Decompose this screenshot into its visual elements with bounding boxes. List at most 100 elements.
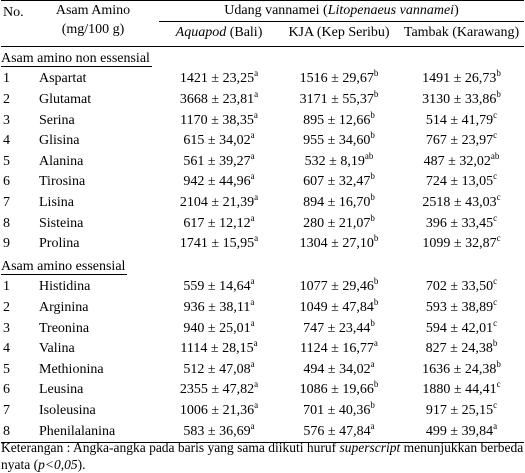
- amino-name: Aspartat: [39, 71, 87, 87]
- amino-name: Lisina: [39, 195, 74, 211]
- value-cell: 894 ± 16,70b: [279, 193, 399, 214]
- superscript: a: [254, 233, 259, 244]
- value-cell: 594 ± 42,01c: [399, 318, 524, 339]
- value-cell: 1077 ± 29,46b: [279, 277, 399, 298]
- data-row: 9 Prolina 1741 ± 15,95a 1304 ± 27,10b 1099 ±…: [1, 234, 524, 255]
- species-text: ): [454, 3, 459, 18]
- value-cell: 3130 ± 33,86b: [399, 90, 524, 111]
- data-row: 1 Aspartat 1421 ± 23,25a 1516 ± 29,67b 1491 …: [1, 69, 524, 90]
- value: 2355 ± 47,82: [179, 382, 255, 398]
- row-number: 8: [3, 215, 10, 231]
- superscript: b: [370, 171, 375, 182]
- value: 1124 ± 16,77: [300, 341, 374, 357]
- row-number: 3: [3, 320, 10, 336]
- superscript: c: [493, 317, 498, 328]
- value: 1086 ± 19,66: [299, 382, 374, 398]
- superscript: a: [250, 317, 255, 328]
- amino-name: Sisteina: [39, 215, 84, 231]
- value: 1049 ± 47,84: [299, 300, 374, 316]
- value-cell: 1491 ± 26,73b: [399, 69, 524, 90]
- data-row: 7 Isoleusina 1006 ± 21,36a 701 ± 40,36b 917 …: [1, 399, 524, 422]
- col-header: KJA (Kep Seribu): [279, 21, 399, 47]
- species-text: Udang vannamei (: [224, 3, 328, 18]
- superscript: a: [250, 212, 255, 223]
- value: 593 ± 38,89: [425, 300, 494, 316]
- data-row: 8 Phenilalanina 583 ± 36,69a 576 ± 47,84a 49…: [1, 421, 524, 442]
- data-row: 5 Methionina 512 ± 47,08a 494 ± 34,02a 1636 …: [1, 358, 524, 381]
- superscript: b: [496, 68, 501, 79]
- value-cell: 1304 ± 27,10b: [279, 234, 399, 255]
- value: 702 ± 33,50: [425, 279, 494, 295]
- value-cell: 1006 ± 21,36a: [159, 400, 279, 422]
- value-cell: 724 ± 13,05c: [399, 172, 524, 193]
- value-cell: 936 ± 38,11a: [159, 298, 279, 319]
- amino-name: Phenilalanina: [39, 423, 116, 439]
- value-cell: 576 ± 47,84a: [279, 421, 399, 442]
- value: 894 ± 16,70: [303, 195, 371, 211]
- value-cell: 955 ± 34,60b: [279, 131, 399, 152]
- value: 1636 ± 24,38: [422, 361, 497, 377]
- col-header-text: (Bali): [226, 25, 263, 40]
- species-header: Udang vannamei (Litopenaeus vannamei): [159, 0, 524, 22]
- superscript: a: [250, 358, 255, 369]
- value: 942 ± 44,96: [183, 174, 251, 190]
- value: 1880 ± 44,41: [422, 382, 497, 398]
- row-number: 1: [3, 279, 10, 295]
- superscript: a: [254, 68, 259, 79]
- value: 1741 ± 15,95: [179, 236, 255, 252]
- superscript: c: [493, 276, 498, 287]
- superscript: a: [254, 192, 259, 203]
- group-cell: Asam amino essensial: [1, 255, 524, 278]
- no-header: No.: [1, 0, 27, 47]
- amino-header-line: Asam Amino: [55, 3, 131, 18]
- value-cell: 1114 ± 28,15a: [159, 339, 279, 360]
- value-cell: 280 ± 21,07b: [279, 213, 399, 234]
- superscript: b: [370, 192, 375, 203]
- row-number: 6: [3, 174, 10, 190]
- superscript: c: [493, 212, 498, 223]
- superscript: a: [250, 150, 255, 161]
- value-cell: 701 ± 40,36b: [279, 399, 399, 422]
- value: 499 ± 39,84: [425, 423, 494, 439]
- value-cell: 396 ± 33,45c: [399, 213, 524, 234]
- row-number: 2: [3, 92, 10, 108]
- row-number: 8: [3, 423, 10, 439]
- value: 701 ± 40,36: [303, 402, 371, 418]
- data-row: 1 Histidina 559 ± 14,64a 1077 ± 29,46b 702 ±…: [1, 277, 524, 298]
- superscript: a: [253, 109, 258, 120]
- data-row: 4 Valina 1114 ± 28,15a 1124 ± 16,77a 827 ± 2…: [1, 339, 524, 360]
- value-cell: 1741 ± 15,95a: [159, 234, 279, 255]
- amino-name: Alanina: [39, 153, 84, 169]
- superscript: c: [493, 171, 498, 182]
- amino-name: Methionina: [39, 361, 104, 377]
- data-row: 3 Serina 1170 ± 38,35a 895 ± 12,66b 514 ± 41…: [1, 110, 524, 131]
- superscript: c: [493, 130, 498, 141]
- value: 2518 ± 43,03: [422, 195, 497, 211]
- value: 767 ± 23,97: [425, 133, 494, 149]
- superscript: b: [370, 399, 375, 410]
- row-number: 2: [3, 300, 10, 316]
- value: 280 ± 21,07: [303, 215, 371, 231]
- col-header: Tambak (Karawang): [399, 21, 524, 47]
- value: 583 ± 36,69: [183, 423, 251, 439]
- value: 936 ± 38,11: [183, 300, 251, 316]
- value-cell: 1086 ± 19,66b: [279, 380, 399, 401]
- amino-name: Glisina: [39, 133, 80, 149]
- data-row: 8 Sisteina 617 ± 12,12a 280 ± 21,07b 396 ± 3…: [1, 213, 524, 234]
- value: 955 ± 34,60: [303, 133, 371, 149]
- col-header-italic: Aquapod: [175, 25, 227, 40]
- superscript: ab: [490, 150, 500, 161]
- value: 724 ± 13,05: [425, 174, 494, 190]
- row-number: 6: [3, 382, 10, 398]
- row-number: 5: [3, 361, 10, 377]
- row-number: 4: [3, 133, 10, 149]
- value-cell: 827 ± 24,38b: [399, 339, 524, 360]
- amino-name: Treonina: [39, 320, 90, 336]
- value: 559 ± 14,64: [183, 279, 251, 295]
- table-body: Asam amino non essensial 1 Aspartat 1421 ± …: [1, 46, 524, 442]
- value-cell: 3171 ± 55,37b: [279, 90, 399, 111]
- superscript: c: [496, 379, 501, 390]
- value-cell: 1099 ± 32,87c: [399, 234, 524, 255]
- value: 1421 ± 23,25: [179, 71, 255, 87]
- superscript: b: [370, 109, 375, 120]
